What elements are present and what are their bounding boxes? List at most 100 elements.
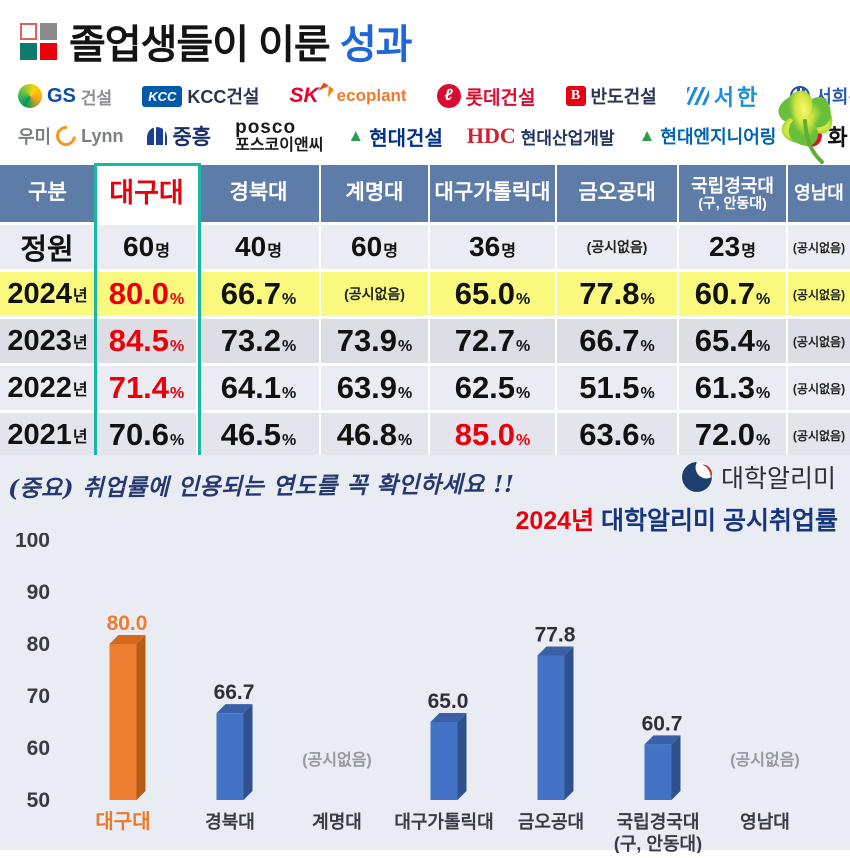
y-tick-label: 100	[15, 533, 50, 552]
table-cell: 46.5%	[198, 413, 319, 457]
table-cell: 61.3%	[679, 366, 786, 410]
logo-hyundai-enc: ▲ 현대건설	[347, 126, 443, 150]
page-title: 졸업생들이 이룬 성과	[69, 12, 412, 70]
logo-row-1: GS 건설 KCC KCC건설 SK ecoplant ℓ 롯데건설 B 반도건설 서한 …	[18, 76, 850, 116]
logo-posco-enc: posco 포스코이앤씨	[235, 116, 324, 154]
table-cell: (공시없음)	[788, 366, 850, 410]
table-cell: 64.1%	[198, 366, 319, 410]
logo-lotte-enc: ℓ 롯데건설	[436, 83, 536, 110]
bar-value-label: 77.8	[535, 623, 576, 646]
bar	[430, 722, 458, 800]
table-cell: (공시없음)	[788, 225, 850, 269]
chart-section: (중요) 취업률에 인용되는 연도를 꼭 확인하세요 !! 대학알리미 2024…	[0, 455, 850, 854]
table-cell: 85.0%	[430, 413, 555, 457]
table-cell: 60 명	[321, 225, 428, 269]
table-cell: 80.0%	[97, 272, 196, 316]
lotte-circle-icon: ℓ	[436, 84, 461, 108]
seohan-waves-icon	[686, 87, 709, 105]
bar	[644, 744, 672, 800]
bar-top-face	[537, 646, 574, 656]
sk-butterfly-icon	[317, 82, 334, 98]
table-cell: 77.8%	[557, 272, 677, 316]
x-category-label: 국립경국대 (구, 안동대)	[614, 812, 702, 853]
logo-hyundai-engineering: ▲ 현대엔지니어링	[638, 126, 777, 147]
table-cell: 65.4%	[679, 319, 786, 363]
logo-sk-ecoplant: SK ecoplant	[289, 82, 407, 107]
table-cell: (공시없음)	[788, 413, 850, 457]
kcc-badge-icon: KCC	[142, 85, 183, 107]
bar-side-face	[671, 735, 681, 800]
x-category-label: 대구대	[95, 810, 150, 833]
table-row-label: 2024 년	[0, 272, 95, 316]
logo-woomi-lynn: 우미 Lynn	[18, 121, 123, 151]
logo-bando-enc: B 반도건설	[565, 83, 657, 109]
bar-side-face	[457, 713, 467, 800]
y-tick-label: 80	[27, 633, 50, 656]
woomi-c-icon	[52, 121, 81, 151]
table-cell: 84.5%	[97, 319, 196, 363]
logo-gs-enc: GS 건설	[18, 84, 112, 109]
x-category-label: 계명대	[312, 812, 362, 832]
header: 졸업생들이 이룬 성과	[20, 12, 412, 70]
table-cell: (공시없음)	[557, 225, 677, 269]
table-cell: 40 명	[198, 225, 319, 269]
table-row-label: 2021 년	[0, 413, 95, 457]
bar-top-face	[216, 704, 253, 714]
bar-value-label: 65.0	[428, 690, 469, 713]
bar-top-face	[430, 713, 467, 722]
y-tick-label: 90	[27, 581, 50, 604]
gs-swirl-icon	[18, 84, 42, 108]
table-cell: 70.6%	[97, 413, 196, 457]
bar-side-face	[564, 646, 574, 800]
bar-top-face	[109, 635, 146, 644]
table-cell: 72.0%	[679, 413, 786, 457]
table-cell: 65.0%	[430, 272, 555, 316]
table-cell: 73.9%	[321, 319, 428, 363]
logo-seohan: 서한	[686, 80, 760, 112]
table-header-cell: 영남대	[788, 165, 850, 222]
partner-logos: GS 건설 KCC KCC건설 SK ecoplant ℓ 롯데건설 B 반도건설 서한 …	[18, 76, 850, 156]
no-data-label: (공시없음)	[730, 751, 800, 769]
table-row-label: 2023 년	[0, 319, 95, 363]
logo-row-2: 우미 Lynn 중흥 posco 포스코이앤씨 ▲ 현대건설 HDC 현대산업개발 ▲ 현…	[18, 116, 850, 156]
four-squares-logo-icon	[20, 22, 57, 60]
table-header-cell: 국립경국대 (구, 안동대)	[679, 165, 786, 222]
table-cell: 36 명	[430, 225, 555, 269]
x-category-label: 금오공대	[518, 812, 584, 832]
hyundai-triangle-icon: ▲	[347, 126, 365, 145]
handwritten-note: (중요) 취업률에 인용되는 연도를 꼭 확인하세요 !!	[7, 470, 515, 503]
table-header-cell: 금오공대	[557, 165, 677, 222]
alimi-branding: 대학알리미	[681, 459, 836, 495]
table-cell: 63.9%	[321, 366, 428, 410]
page-title-black: 졸업생들이 이룬	[69, 23, 331, 67]
bar	[109, 644, 137, 800]
chart-title: 2024년 대학알리미 공시취업률	[515, 507, 838, 535]
table-cell: 62.5%	[430, 366, 555, 410]
x-category-label: 영남대	[740, 812, 790, 832]
logo-hdc: HDC 현대산업개발	[466, 123, 615, 148]
alimi-name: 대학알리미	[720, 465, 836, 493]
table-cell: 66.7%	[198, 272, 319, 316]
bar-value-label: 80.0	[107, 612, 148, 635]
bar-chart: 100 90 80 70 60 50 80.0 66.7 (공시없음) 65.0 77.8 60.7 (…	[0, 529, 850, 854]
table-cell: 73.2%	[198, 319, 319, 363]
bar-side-face	[136, 635, 146, 800]
x-category-label: 대구가톨릭대	[394, 812, 493, 832]
no-data-label: (공시없음)	[302, 751, 372, 769]
table-cell: 60 명	[97, 225, 196, 269]
table-cell: 63.6%	[557, 413, 677, 457]
y-tick-label: 70	[27, 685, 50, 708]
table-header-cell: 계명대	[321, 165, 428, 222]
table-row-label: 정원	[0, 225, 95, 269]
table-cell: 71.4%	[97, 366, 196, 410]
table-cell: (공시없음)	[788, 319, 850, 363]
table-cell: 60.7%	[679, 272, 786, 316]
bar-value-label: 60.7	[642, 712, 683, 735]
bar-top-face	[644, 735, 681, 745]
y-tick-label: 50	[27, 789, 50, 812]
table-header-cell: 대구가톨릭대	[430, 165, 555, 222]
jungheung-arch-icon	[147, 127, 168, 145]
bar-value-label: 66.7	[214, 681, 255, 704]
table-cell: 72.7%	[430, 319, 555, 363]
bar-side-face	[243, 704, 253, 800]
